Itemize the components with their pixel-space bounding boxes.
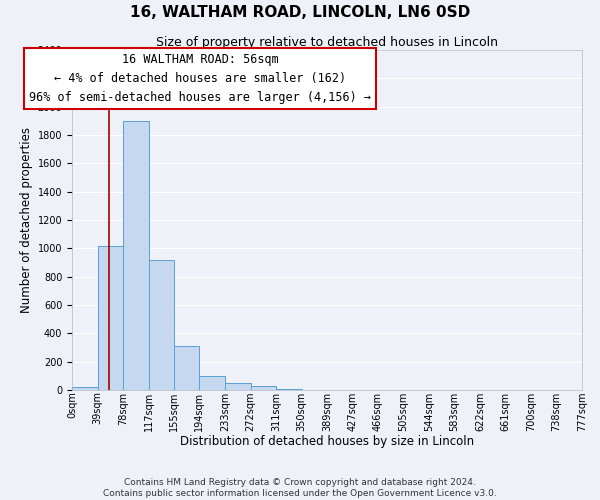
Y-axis label: Number of detached properties: Number of detached properties <box>20 127 34 313</box>
Bar <box>149 260 174 390</box>
Bar <box>199 376 225 390</box>
Title: Size of property relative to detached houses in Lincoln: Size of property relative to detached ho… <box>156 36 498 49</box>
Bar <box>225 383 251 390</box>
Bar <box>174 346 199 390</box>
Bar <box>251 386 276 390</box>
Bar <box>72 387 98 390</box>
Bar <box>123 121 149 390</box>
X-axis label: Distribution of detached houses by size in Lincoln: Distribution of detached houses by size … <box>180 435 474 448</box>
Text: Contains HM Land Registry data © Crown copyright and database right 2024.
Contai: Contains HM Land Registry data © Crown c… <box>103 478 497 498</box>
Text: 16 WALTHAM ROAD: 56sqm
← 4% of detached houses are smaller (162)
96% of semi-det: 16 WALTHAM ROAD: 56sqm ← 4% of detached … <box>29 53 371 104</box>
Bar <box>276 388 302 390</box>
Text: 16, WALTHAM ROAD, LINCOLN, LN6 0SD: 16, WALTHAM ROAD, LINCOLN, LN6 0SD <box>130 5 470 20</box>
Bar <box>98 246 123 390</box>
